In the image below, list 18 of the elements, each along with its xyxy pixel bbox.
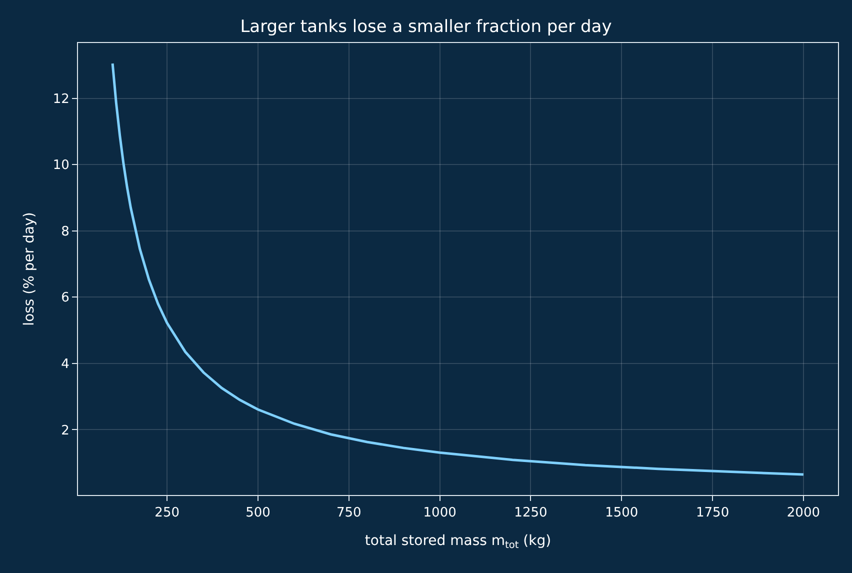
chart-title: Larger tanks lose a smaller fraction per day [240,16,612,37]
x-tick-label: 2000 [786,506,820,521]
y-tick-label: 12 [52,92,70,107]
y-tick-label: 10 [52,158,70,174]
x-axis-title: total stored mass m$_{tot}$ (kg) [364,532,552,551]
x-tick-label: 750 [336,506,362,521]
x-tick-label: 500 [246,506,270,521]
y-axis-title: loss (% per day) [21,212,38,326]
x-tick-label: 1000 [423,506,456,521]
y-tick-label: 4 [61,356,70,372]
y-tick-label: 6 [61,290,70,306]
x-tick-label: 1500 [605,506,638,521]
line-series [111,62,805,476]
x-tick-label: 250 [154,506,180,521]
x-tick-label: 1750 [696,506,730,521]
y-tick-label: 2 [61,423,70,438]
x-tick-label: 1250 [514,506,548,521]
y-tick-label: 8 [61,224,70,240]
